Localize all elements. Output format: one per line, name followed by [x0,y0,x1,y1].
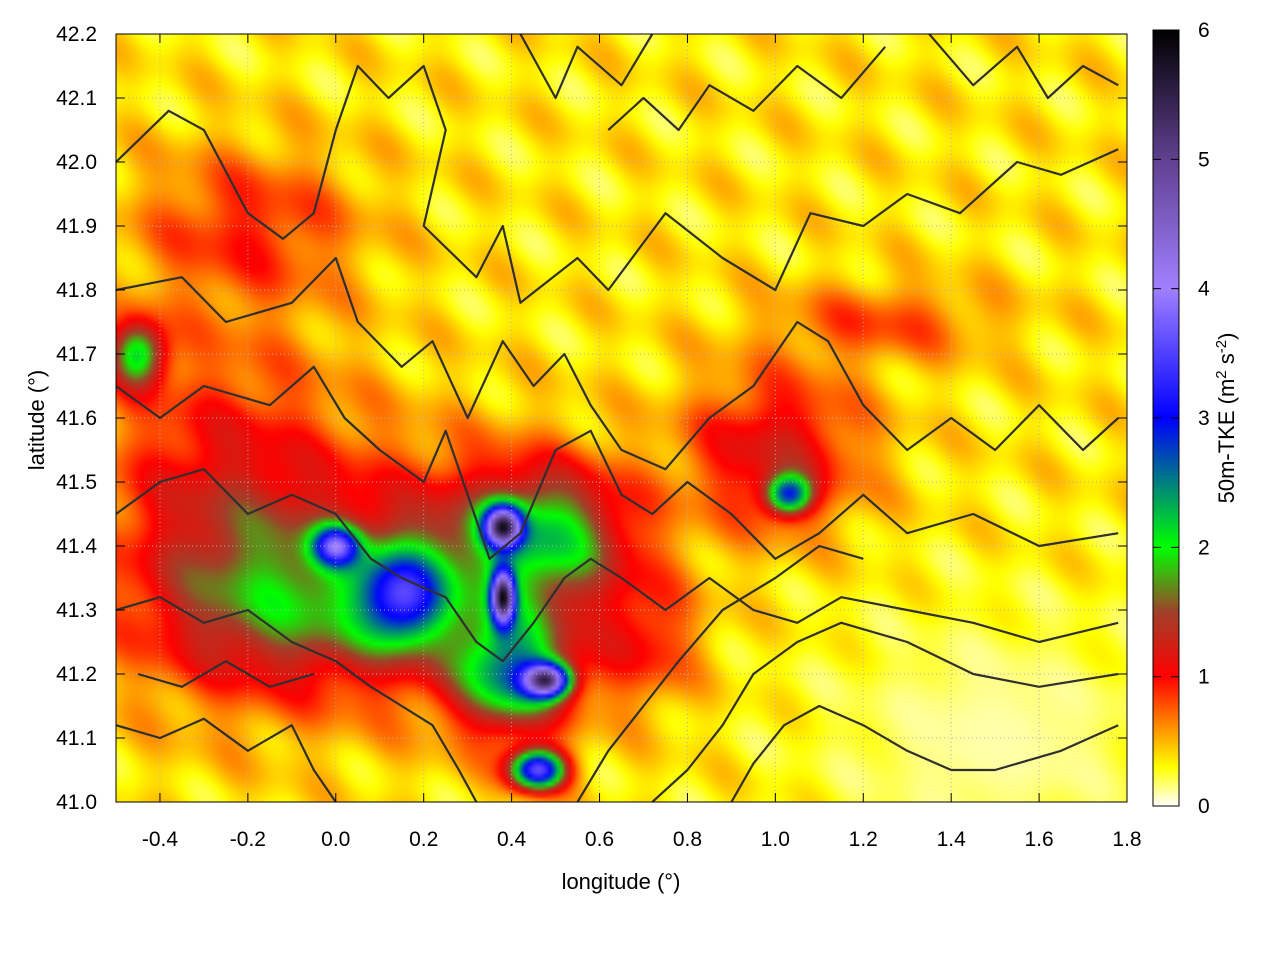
x-tick-label: 0.4 [497,828,527,851]
x-tick-label: 1.6 [1024,828,1053,851]
contour-line [116,64,1119,304]
contour-line [116,256,1119,471]
x-tick-label: 1.4 [937,828,967,851]
y-tick-label: 41.7 [56,343,97,366]
y-tick-label: 41.4 [56,535,97,558]
x-tick-label: 1.8 [1112,828,1141,851]
contour-line [651,621,1119,802]
colorbar-tick-label: 0 [1198,795,1210,818]
y-tick-label: 41.9 [56,215,97,238]
contour-line [730,704,1119,802]
contour-line [116,717,337,802]
x-tick-label: -0.4 [142,828,179,851]
contour-line [576,544,864,802]
contour-line [607,46,887,132]
colorbar-tick-label: 2 [1198,536,1210,559]
contour-line [116,365,1119,560]
x-tick-label: 1.0 [761,828,790,851]
y-tick-label: 41.1 [56,727,97,750]
x-tick-label: 0.6 [585,828,614,851]
colorbar-tick-label: 1 [1198,666,1210,689]
colorbar-ticks: 0 1 2 3 4 5 6 [1153,19,1210,818]
contour-line [116,596,478,802]
colorbar-tick-label: 6 [1198,19,1210,42]
colorbar-tick-label: 4 [1198,278,1210,301]
y-tick-label: 41.0 [56,791,97,814]
x-axis: -0.4 -0.2 0.0 0.2 0.4 0.6 0.8 1.0 1.2 1.4 1.6 1.8 [142,34,1142,851]
colorbar-tick-label: 5 [1198,148,1210,171]
y-axis: 41.0 41.1 41.2 41.3 41.4 41.5 41.6 41.7 41.8 41.9… [56,23,1127,814]
y-tick-label: 42.1 [56,87,97,110]
y-tick-label: 42.2 [56,23,97,46]
x-tick-label: 0.0 [321,828,350,851]
contour-line [137,660,315,688]
x-tick-label: -0.2 [230,828,266,851]
x-tick-label: 1.2 [849,828,878,851]
contour-layer [116,34,1119,802]
contour-line [928,34,1119,100]
colorbar: 0 1 2 3 4 5 6 50m-TKE (m2 s-2) [1152,19,1239,818]
y-tick-label: 41.3 [56,599,97,622]
x-axis-label: longitude (°) [562,869,681,894]
plot-area [115,33,1128,803]
contour-line [519,34,654,100]
y-tick-label: 41.5 [56,471,97,494]
y-tick-label: 42.0 [56,151,97,174]
y-axis-label: latitude (°) [24,370,49,471]
x-tick-label: 0.2 [409,828,438,851]
y-tick-label: 41.2 [56,663,97,686]
y-tick-label: 41.6 [56,407,97,430]
colorbar-tick-label: 3 [1198,407,1210,430]
x-tick-label: 0.8 [673,828,702,851]
contour-line [116,468,1119,663]
colorbar-label: 50m-TKE (m2 s-2) [1213,333,1239,504]
y-tick-label: 41.8 [56,279,97,302]
